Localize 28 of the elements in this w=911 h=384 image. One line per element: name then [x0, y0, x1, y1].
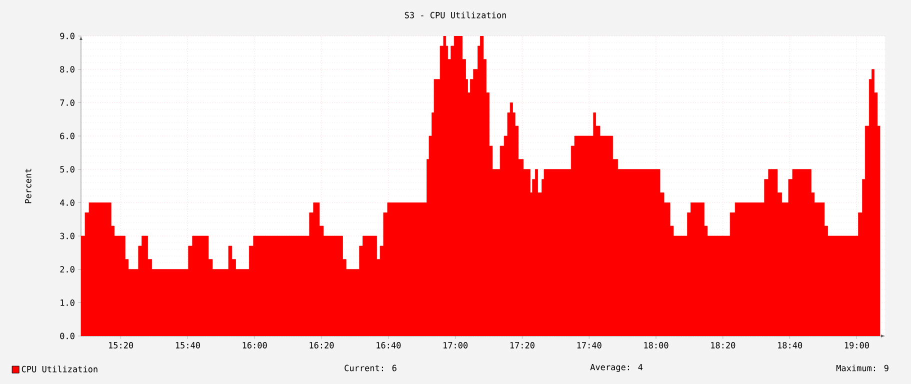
x-tick-label: 16:40 — [376, 342, 401, 348]
chart-title: S3 - CPU Utilization — [404, 12, 506, 18]
y-tick-label: 7.0 — [60, 99, 74, 106]
y-axis-title: Percent — [25, 168, 32, 204]
y-tick-label: 5.0 — [60, 166, 74, 173]
y-tick-label: 9.0 — [60, 32, 74, 40]
x-tick-label: 17:40 — [577, 342, 602, 348]
y-tick-label: 0.0 — [60, 332, 74, 340]
x-tick-label: 18:40 — [778, 342, 802, 348]
y-tick-label: 8.0 — [60, 66, 74, 73]
x-tick-label: 17:20 — [510, 342, 534, 348]
x-tick-label: 15:40 — [176, 342, 200, 348]
legend-label: CPU Utilization — [22, 366, 98, 372]
x-tick-label: 17:00 — [444, 342, 468, 348]
y-tick-label: 2.0 — [60, 266, 74, 273]
text: Maximum: 9 — [836, 364, 888, 372]
x-tick-label: 15:20 — [109, 342, 134, 348]
x-tick-label: 16:00 — [242, 342, 267, 348]
text: Average: 4 — [590, 364, 643, 372]
x-tick-label: 19:00 — [844, 342, 869, 348]
y-tick-label: 4.0 — [60, 199, 74, 206]
x-tick-label: 18:00 — [644, 342, 668, 348]
y-tick-label: 6.0 — [60, 132, 74, 140]
x-tick-label: 18:20 — [711, 342, 736, 348]
x-tick-label: 16:20 — [310, 342, 334, 348]
text: Current: 6 — [344, 364, 396, 372]
y-tick-label: 1.0 — [60, 299, 74, 306]
y-tick-label: 3.0 — [60, 232, 74, 240]
